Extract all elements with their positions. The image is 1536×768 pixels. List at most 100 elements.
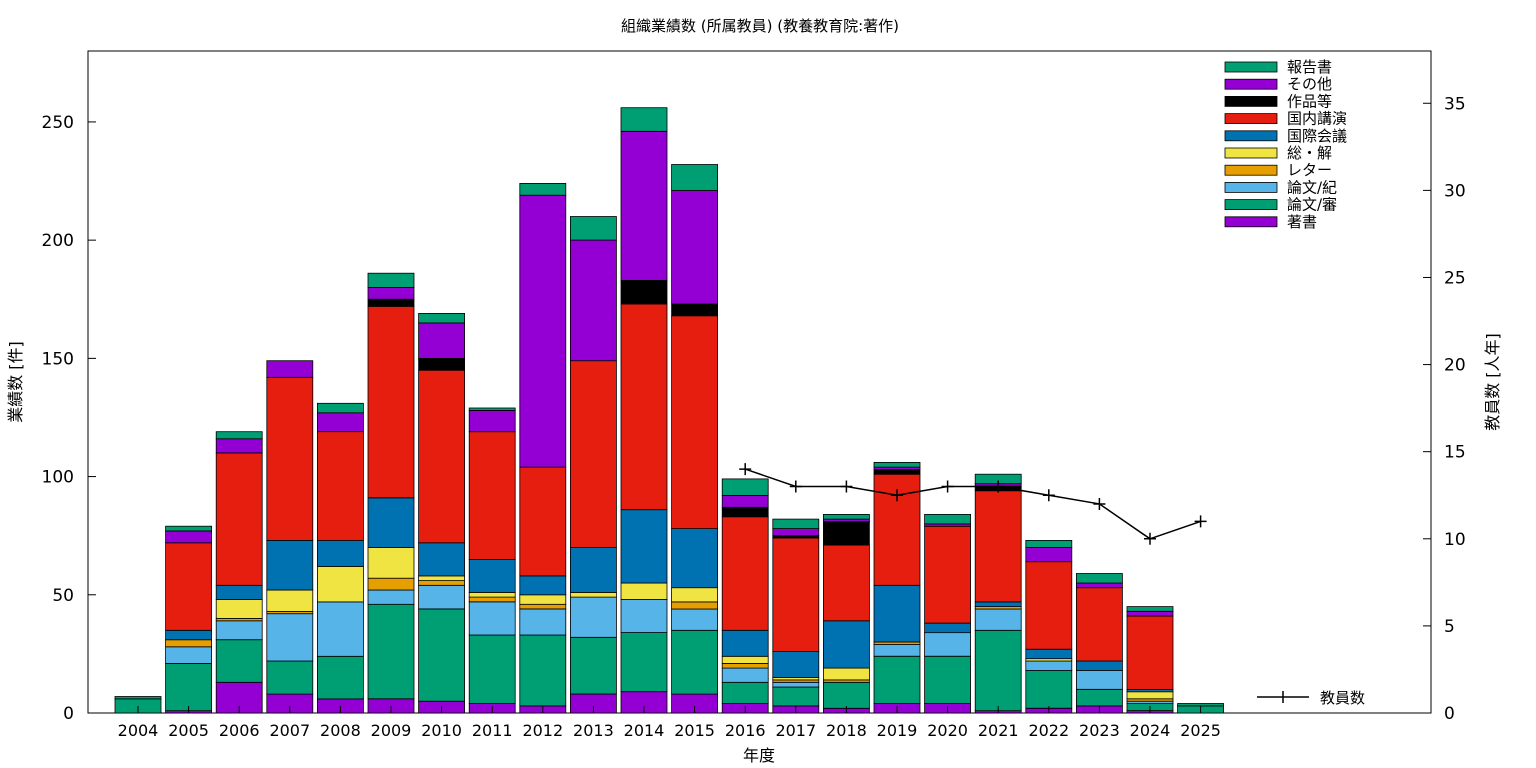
- legend-label: その他: [1287, 75, 1332, 93]
- bar-2016-s5: [721, 629, 769, 657]
- bar-2016-s7: [721, 506, 769, 518]
- bar-2008-s5: [316, 540, 364, 567]
- x-tick-label: 2023: [1079, 721, 1120, 740]
- x-tick-label: 2021: [978, 721, 1019, 740]
- bar-2008-s1: [316, 655, 364, 700]
- bar-2005-s2: [165, 646, 213, 664]
- bar-2019-s2: [873, 644, 921, 657]
- bar-2005-s3: [165, 639, 213, 648]
- bar-2005-s1: [165, 663, 213, 712]
- legend-swatch: [1224, 216, 1278, 228]
- bar-2015-s5: [671, 528, 718, 589]
- bar-2014-s8: [620, 130, 668, 281]
- bar-2022-s2: [1025, 660, 1073, 671]
- x-tick-label: 2018: [826, 721, 867, 740]
- bar-2008-s2: [316, 601, 364, 657]
- bar-2019-s5: [873, 584, 921, 643]
- bar-2024-s9: [1126, 606, 1174, 612]
- bar-2011-s1: [468, 634, 516, 704]
- bar-2021-s5: [974, 601, 1022, 608]
- bar-2005-s8: [165, 530, 213, 544]
- y2-tick-label: 30: [1444, 181, 1466, 201]
- bar-2008-s6: [316, 431, 364, 541]
- x-tick-label: 2014: [624, 721, 665, 740]
- y-tick-label: 200: [42, 231, 74, 251]
- x-tick-label: 2012: [522, 721, 563, 740]
- y-tick-label: 150: [42, 349, 74, 369]
- bar-2021-s6: [974, 490, 1022, 603]
- bars-layer: [114, 107, 1224, 714]
- faculty-count-point: [840, 480, 853, 493]
- bar-2017-s5: [772, 651, 820, 678]
- bar-2015-s6: [671, 315, 718, 529]
- legend-swatch: [1224, 96, 1278, 107]
- faculty-count-point: [1042, 489, 1055, 502]
- bar-2019-s1: [873, 655, 921, 704]
- x-tick-label: 2022: [1028, 721, 1069, 740]
- bar-2008-s8: [316, 412, 364, 433]
- bar-2016-s1: [721, 681, 769, 704]
- bar-2006-s6: [215, 452, 263, 586]
- legend-swatch: [1224, 147, 1278, 159]
- bar-2014-s6: [620, 303, 668, 511]
- bar-2016-s9: [721, 478, 769, 496]
- bar-2012-s5: [519, 575, 567, 596]
- bar-2006-s2: [215, 620, 263, 641]
- bar-2008-s9: [316, 402, 364, 414]
- y2-tick-label: 5: [1444, 617, 1455, 637]
- bar-2010-s4: [418, 575, 466, 582]
- bar-2024-s8: [1126, 610, 1174, 617]
- bar-2023-s2: [1076, 670, 1123, 690]
- x-tick-label: 2019: [877, 721, 918, 740]
- bar-2021-s2: [974, 608, 1022, 631]
- bar-2021-s1: [974, 629, 1022, 712]
- bar-2018-s1: [823, 681, 870, 709]
- bar-2014-s7: [620, 279, 668, 305]
- bar-2024-s4: [1126, 691, 1174, 700]
- bar-2010-s9: [418, 312, 466, 324]
- bar-2014-s5: [620, 509, 668, 584]
- bar-2012-s9: [519, 182, 567, 196]
- bar-2007-s8: [266, 360, 314, 378]
- legend-swatch: [1224, 78, 1278, 90]
- faculty-count-point: [789, 480, 802, 493]
- bar-2022-s6: [1025, 561, 1073, 650]
- bar-2017-s1: [772, 686, 820, 707]
- bar-2013-s5: [570, 547, 617, 593]
- line-layer: [739, 463, 1207, 545]
- legend-swatch: [1224, 130, 1278, 142]
- bar-2005-s9: [165, 525, 213, 532]
- bar-2009-s7: [367, 298, 415, 307]
- bar-2017-s9: [772, 518, 820, 529]
- bar-2022-s9: [1025, 540, 1073, 548]
- bar-2013-s4: [570, 592, 617, 598]
- faculty-count-line: [744, 468, 1201, 540]
- bar-2023-s5: [1076, 660, 1123, 671]
- x-tick-label: 2025: [1180, 721, 1221, 740]
- y2-tick-label: 15: [1444, 443, 1466, 463]
- chart-title: 組織業績数 (所属教員) (教養教育院:著作): [621, 17, 899, 35]
- legend-label: 論文/審: [1287, 196, 1337, 214]
- bar-2007-s1: [266, 660, 314, 695]
- bar-2023-s9: [1076, 573, 1123, 584]
- bar-2022-s8: [1025, 547, 1073, 563]
- bar-2016-s6: [721, 516, 769, 631]
- legend-label: 著書: [1287, 213, 1317, 231]
- bar-2016-s4: [721, 655, 769, 664]
- y2-tick-label: 35: [1444, 94, 1466, 114]
- bar-2009-s2: [367, 589, 415, 605]
- bar-2006-s9: [215, 431, 263, 440]
- bar-2015-s8: [671, 190, 718, 305]
- x-tick-label: 2017: [775, 721, 816, 740]
- bar-2011-s2: [468, 601, 516, 636]
- bar-2012-s2: [519, 608, 567, 636]
- x-tick-label: 2011: [472, 721, 513, 740]
- y2-tick-label: 0: [1444, 704, 1455, 724]
- y-tick-label: 0: [63, 704, 74, 724]
- bar-2020-s9: [924, 514, 971, 525]
- legend-swatch: [1224, 181, 1278, 193]
- y-tick-label: 50: [52, 586, 74, 606]
- y2-tick-label: 20: [1444, 356, 1466, 376]
- legend-label: レター: [1287, 161, 1332, 179]
